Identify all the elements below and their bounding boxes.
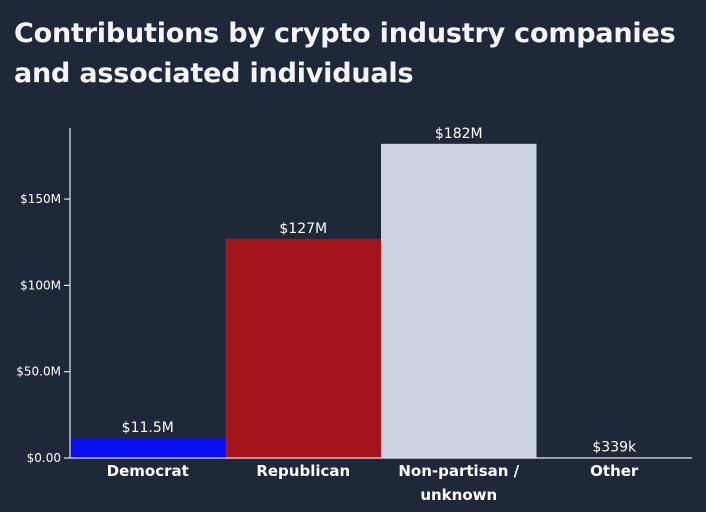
axes-layer <box>64 128 692 459</box>
data-label-1: $127M <box>279 221 327 237</box>
data-label-0: $11.5M <box>122 420 174 436</box>
bar-1 <box>225 238 381 458</box>
bars-layer <box>70 143 692 458</box>
category-label-0: Democrat <box>107 462 189 480</box>
y-tick-label-0: $0.00 <box>27 451 61 465</box>
category-label-1: Republican <box>256 462 350 480</box>
chart-title: Contributions by crypto industry compani… <box>14 18 676 89</box>
bar-2 <box>381 143 537 458</box>
data-label-2: $182M <box>435 126 483 142</box>
category-label-3: Other <box>590 462 639 480</box>
category-label-2: Non-partisan / unknown <box>398 462 519 504</box>
labels-layer: $11.5M Democrat $127M Republican $182M Non-pa… <box>16 126 639 504</box>
y-tick-label-3: $150M <box>20 192 61 206</box>
y-tick-label-1: $50.0M <box>16 365 61 379</box>
data-label-3: $339k <box>592 439 637 455</box>
bar-0 <box>70 438 226 458</box>
y-tick-label-2: $100M <box>20 278 61 292</box>
